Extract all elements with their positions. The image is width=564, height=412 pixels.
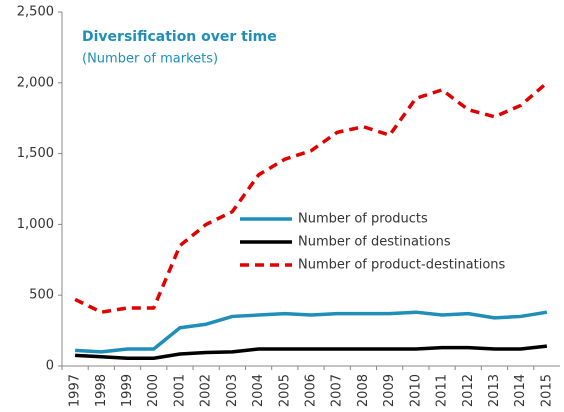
x-tick-label: 2004: [251, 374, 266, 407]
x-tick-label: 1999: [120, 374, 135, 407]
y-tick-label: 2,000: [17, 75, 54, 90]
x-tick-label: 2001: [172, 374, 187, 407]
x-tick-label: 2000: [146, 374, 161, 407]
chart-subtitle: (Number of markets): [82, 52, 218, 67]
x-tick-label: 2008: [356, 374, 371, 407]
y-tick-label: 1,500: [17, 146, 54, 161]
chart-title: Diversification over time: [82, 29, 277, 45]
x-tick-label: 2014: [513, 374, 528, 407]
x-tick-label: 2012: [461, 374, 476, 407]
y-tick-label: 1,000: [17, 217, 54, 232]
legend-label: Number of destinations: [298, 235, 451, 250]
line-series: [75, 310, 548, 354]
x-tick-label: 2009: [382, 374, 397, 407]
legend-label: Number of products: [298, 212, 428, 227]
legend-label: Number of product-destinations: [298, 258, 506, 273]
y-tick-label: 2,500: [17, 5, 54, 20]
x-tick-label: 2002: [199, 374, 214, 407]
x-tick-label: 2010: [408, 374, 423, 407]
line-series: [75, 344, 548, 360]
x-tick-label: 2005: [277, 374, 292, 407]
x-tick-label: 2007: [330, 374, 345, 407]
x-tick-label: 2003: [225, 374, 240, 407]
line-series: [74, 81, 549, 314]
x-tick-label: 2013: [487, 374, 502, 407]
x-tick-label: 2006: [304, 374, 319, 407]
x-tick-label: 2015: [539, 374, 554, 407]
x-tick-label: 2011: [435, 374, 450, 407]
y-tick-label: 500: [29, 288, 54, 303]
x-tick-label: 1998: [94, 374, 109, 407]
x-tick-label: 1997: [68, 374, 83, 407]
y-tick-label: 0: [46, 359, 54, 374]
